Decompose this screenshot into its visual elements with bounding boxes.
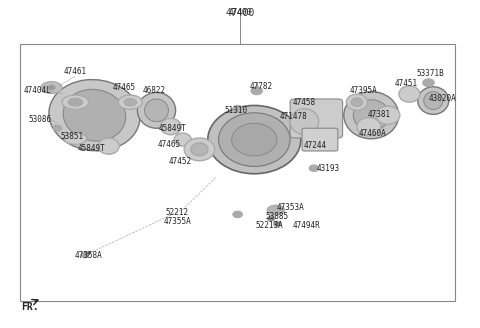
- Ellipse shape: [424, 92, 443, 110]
- Text: 47451: 47451: [395, 79, 418, 88]
- Text: 51310: 51310: [225, 106, 248, 115]
- Ellipse shape: [376, 106, 400, 124]
- Ellipse shape: [174, 133, 192, 146]
- Text: 47358A: 47358A: [74, 251, 102, 260]
- Ellipse shape: [351, 98, 363, 106]
- Ellipse shape: [290, 109, 319, 135]
- Ellipse shape: [98, 138, 119, 154]
- Text: 43193: 43193: [317, 164, 340, 174]
- Ellipse shape: [267, 205, 284, 215]
- Ellipse shape: [191, 143, 208, 156]
- Circle shape: [81, 253, 89, 258]
- Circle shape: [274, 221, 281, 226]
- Text: 47395A: 47395A: [349, 86, 377, 95]
- FancyBboxPatch shape: [290, 99, 343, 138]
- Text: 47465: 47465: [113, 83, 136, 92]
- Ellipse shape: [41, 82, 62, 93]
- Circle shape: [309, 165, 319, 172]
- Text: 53851: 53851: [60, 132, 84, 141]
- Text: 47465: 47465: [158, 140, 181, 149]
- Text: 47355A: 47355A: [163, 217, 191, 226]
- FancyBboxPatch shape: [302, 128, 338, 151]
- Ellipse shape: [137, 92, 176, 128]
- Text: 52213A: 52213A: [256, 221, 284, 230]
- Text: 47452: 47452: [169, 157, 192, 166]
- Circle shape: [233, 211, 242, 218]
- Ellipse shape: [68, 98, 83, 106]
- Text: 47460A: 47460A: [359, 129, 386, 138]
- Text: 47381: 47381: [368, 110, 391, 119]
- Circle shape: [53, 125, 62, 131]
- Ellipse shape: [62, 95, 89, 109]
- Ellipse shape: [208, 106, 301, 174]
- Circle shape: [267, 216, 275, 221]
- Ellipse shape: [399, 86, 420, 102]
- Ellipse shape: [184, 138, 215, 161]
- Ellipse shape: [218, 113, 290, 166]
- Text: 47400: 47400: [225, 8, 255, 18]
- Text: 52212: 52212: [166, 208, 189, 216]
- Text: 471478: 471478: [279, 113, 307, 121]
- Circle shape: [423, 79, 434, 87]
- Ellipse shape: [63, 89, 126, 141]
- Text: 43020A: 43020A: [429, 94, 456, 103]
- Ellipse shape: [49, 80, 140, 151]
- Text: 53885: 53885: [265, 212, 289, 221]
- Ellipse shape: [118, 95, 142, 109]
- Ellipse shape: [160, 118, 181, 135]
- Text: 47400: 47400: [228, 8, 252, 17]
- Text: 47244: 47244: [304, 141, 327, 150]
- Text: 53371B: 53371B: [416, 69, 444, 78]
- Ellipse shape: [144, 99, 168, 122]
- Ellipse shape: [124, 99, 136, 106]
- Ellipse shape: [357, 117, 381, 136]
- Circle shape: [233, 106, 242, 112]
- Text: 47458: 47458: [293, 98, 316, 107]
- Text: 46822: 46822: [143, 86, 166, 95]
- Text: 47782: 47782: [250, 82, 273, 91]
- Text: 45849T: 45849T: [77, 144, 105, 153]
- Ellipse shape: [232, 123, 277, 156]
- Text: 47353A: 47353A: [276, 203, 304, 212]
- Circle shape: [48, 85, 55, 90]
- Text: 53086: 53086: [29, 115, 52, 124]
- Text: FR.: FR.: [22, 302, 39, 312]
- Ellipse shape: [418, 87, 449, 114]
- Ellipse shape: [64, 133, 87, 145]
- Ellipse shape: [353, 100, 389, 131]
- Text: 45849T: 45849T: [158, 124, 186, 133]
- Text: 47494R: 47494R: [293, 221, 321, 230]
- Circle shape: [251, 87, 263, 95]
- Text: 47404L: 47404L: [24, 86, 51, 95]
- Text: 47461: 47461: [64, 67, 87, 76]
- Ellipse shape: [347, 94, 367, 110]
- Ellipse shape: [344, 92, 399, 139]
